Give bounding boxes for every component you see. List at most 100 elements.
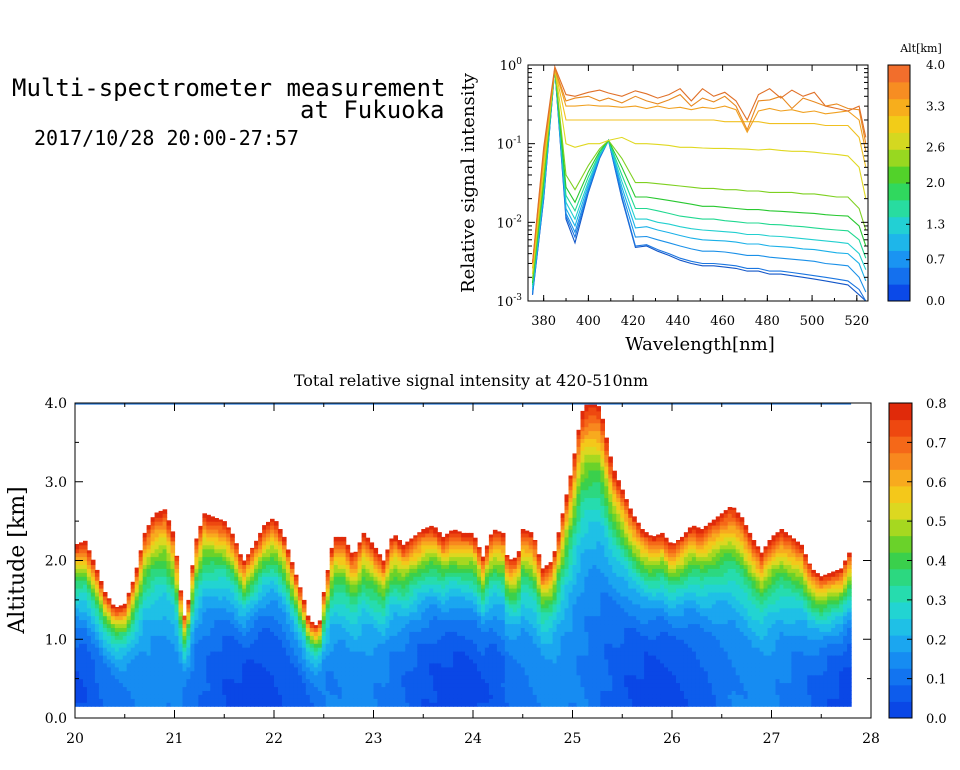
heatmap-cell: [417, 532, 422, 538]
heatmap-cell: [409, 544, 414, 550]
heatmap-cell: [178, 655, 184, 660]
heatmap-cell: [206, 611, 211, 617]
heatmap-cell: [146, 647, 152, 652]
heatmap-cell: [488, 635, 494, 640]
heatmap-cell: [186, 615, 191, 621]
heatmap-cell: [305, 694, 311, 699]
heatmap-cell: [441, 686, 446, 691]
heatmap-cell: [246, 592, 251, 597]
heatmap-cell: [162, 662, 168, 668]
heatmap-cell: [214, 576, 219, 581]
heatmap-cell: [142, 568, 148, 573]
heatmap-cell: [258, 655, 263, 660]
heatmap-cell: [425, 658, 430, 664]
heatmap-cell: [433, 639, 438, 644]
heatmap-cell: [397, 666, 402, 672]
heatmap-cell: [282, 619, 287, 625]
heatmap-cell: [266, 560, 271, 565]
heatmap-cell: [341, 580, 347, 585]
heatmap-cell: [258, 635, 263, 640]
heatmap-cell: [469, 560, 474, 565]
heatmap-cell: [417, 678, 422, 684]
heatmap-cell: [246, 556, 251, 562]
heatmap-cell: [282, 584, 287, 589]
heatmap-cell: [429, 572, 434, 577]
heatmap-cell: [496, 568, 502, 573]
heatmap-cell: [186, 599, 191, 605]
heatmap-cell: [492, 568, 498, 573]
heatmap-cell: [441, 635, 446, 640]
heatmap-cell: [409, 698, 414, 703]
heatmap-cell: [98, 599, 104, 605]
heatmap-cell: [337, 647, 343, 652]
heatmap-cell: [445, 599, 450, 605]
heatmap-cell: [413, 655, 418, 660]
heatmap-cell: [138, 702, 144, 707]
heatmap-cell: [170, 548, 176, 554]
heatmap-cell: [361, 698, 367, 703]
heatmap-cell: [512, 694, 518, 699]
heatmap-cell: [381, 694, 387, 699]
heatmap-cell: [484, 643, 490, 648]
heatmap-cell: [453, 540, 458, 546]
heatmap-cell: [282, 560, 287, 565]
heatmap-cell: [162, 599, 168, 605]
heatmap-cell: [385, 651, 390, 656]
heatmap-cell: [337, 580, 343, 585]
heatmap-cell: [457, 635, 462, 640]
heatmap-cell: [516, 627, 522, 632]
heatmap-cell: [528, 635, 534, 640]
heatmap-cell: [278, 580, 283, 585]
heatmap-cell: [79, 639, 84, 644]
heatmap-cell: [250, 698, 255, 703]
heatmap-cell: [285, 592, 291, 597]
heatmap-cell: [262, 690, 267, 695]
heatmap-cell: [544, 576, 550, 581]
heatmap-cell: [222, 666, 227, 672]
heatmap-cell: [301, 662, 307, 668]
heatmap-cell: [301, 627, 307, 632]
heatmap-cell: [282, 655, 287, 660]
heatmap-cell: [178, 674, 184, 680]
heatmap-cell: [397, 576, 402, 581]
altitude-colorbar-tick-label-6: 4.0: [926, 58, 945, 72]
heatmap-cell: [202, 698, 207, 703]
heatmap-cell: [262, 599, 267, 605]
heatmap-cell: [178, 603, 184, 609]
heatmap-cell: [504, 592, 510, 597]
heatmap-cell: [214, 521, 219, 526]
heatmap-cell: [166, 682, 172, 688]
heatmap-cell: [357, 588, 363, 593]
heatmap-cell: [289, 562, 295, 566]
heatmap-cell: [262, 698, 267, 703]
heatmap-cell: [524, 552, 530, 558]
heatmap-cell: [222, 682, 227, 688]
spectrum-x-tick-label-6: 500: [800, 314, 825, 329]
heatmap-cell: [202, 631, 207, 636]
heatmap-cell: [126, 595, 132, 601]
heatmap-cell: [473, 631, 478, 636]
heatmap-cell: [425, 674, 430, 680]
heatmap-cell: [238, 576, 243, 581]
heatmap-cell: [194, 678, 199, 684]
heatmap-cell: [222, 647, 227, 652]
heatmap-cell: [433, 552, 438, 558]
heatmap-cell: [182, 619, 188, 625]
heatmap-cell: [337, 544, 343, 550]
heatmap-cell: [389, 698, 394, 703]
heatmap-cell: [285, 678, 291, 684]
heatmap-cell: [230, 560, 235, 565]
heatmap-cell: [369, 542, 375, 546]
heatmap-cell: [377, 592, 383, 597]
heatmap-cell: [504, 619, 510, 625]
heatmap-cell: [146, 560, 152, 565]
heatmap-cell: [246, 635, 251, 640]
heatmap-cell: [202, 678, 207, 684]
heatmap-cell: [457, 627, 462, 632]
heatmap-cell: [337, 576, 343, 581]
heatmap-cell: [79, 588, 84, 593]
heatmap-cell: [321, 592, 327, 597]
heatmap-cell: [285, 694, 291, 699]
heatmap-cell: [381, 674, 387, 680]
heatmap-cell: [278, 643, 283, 648]
